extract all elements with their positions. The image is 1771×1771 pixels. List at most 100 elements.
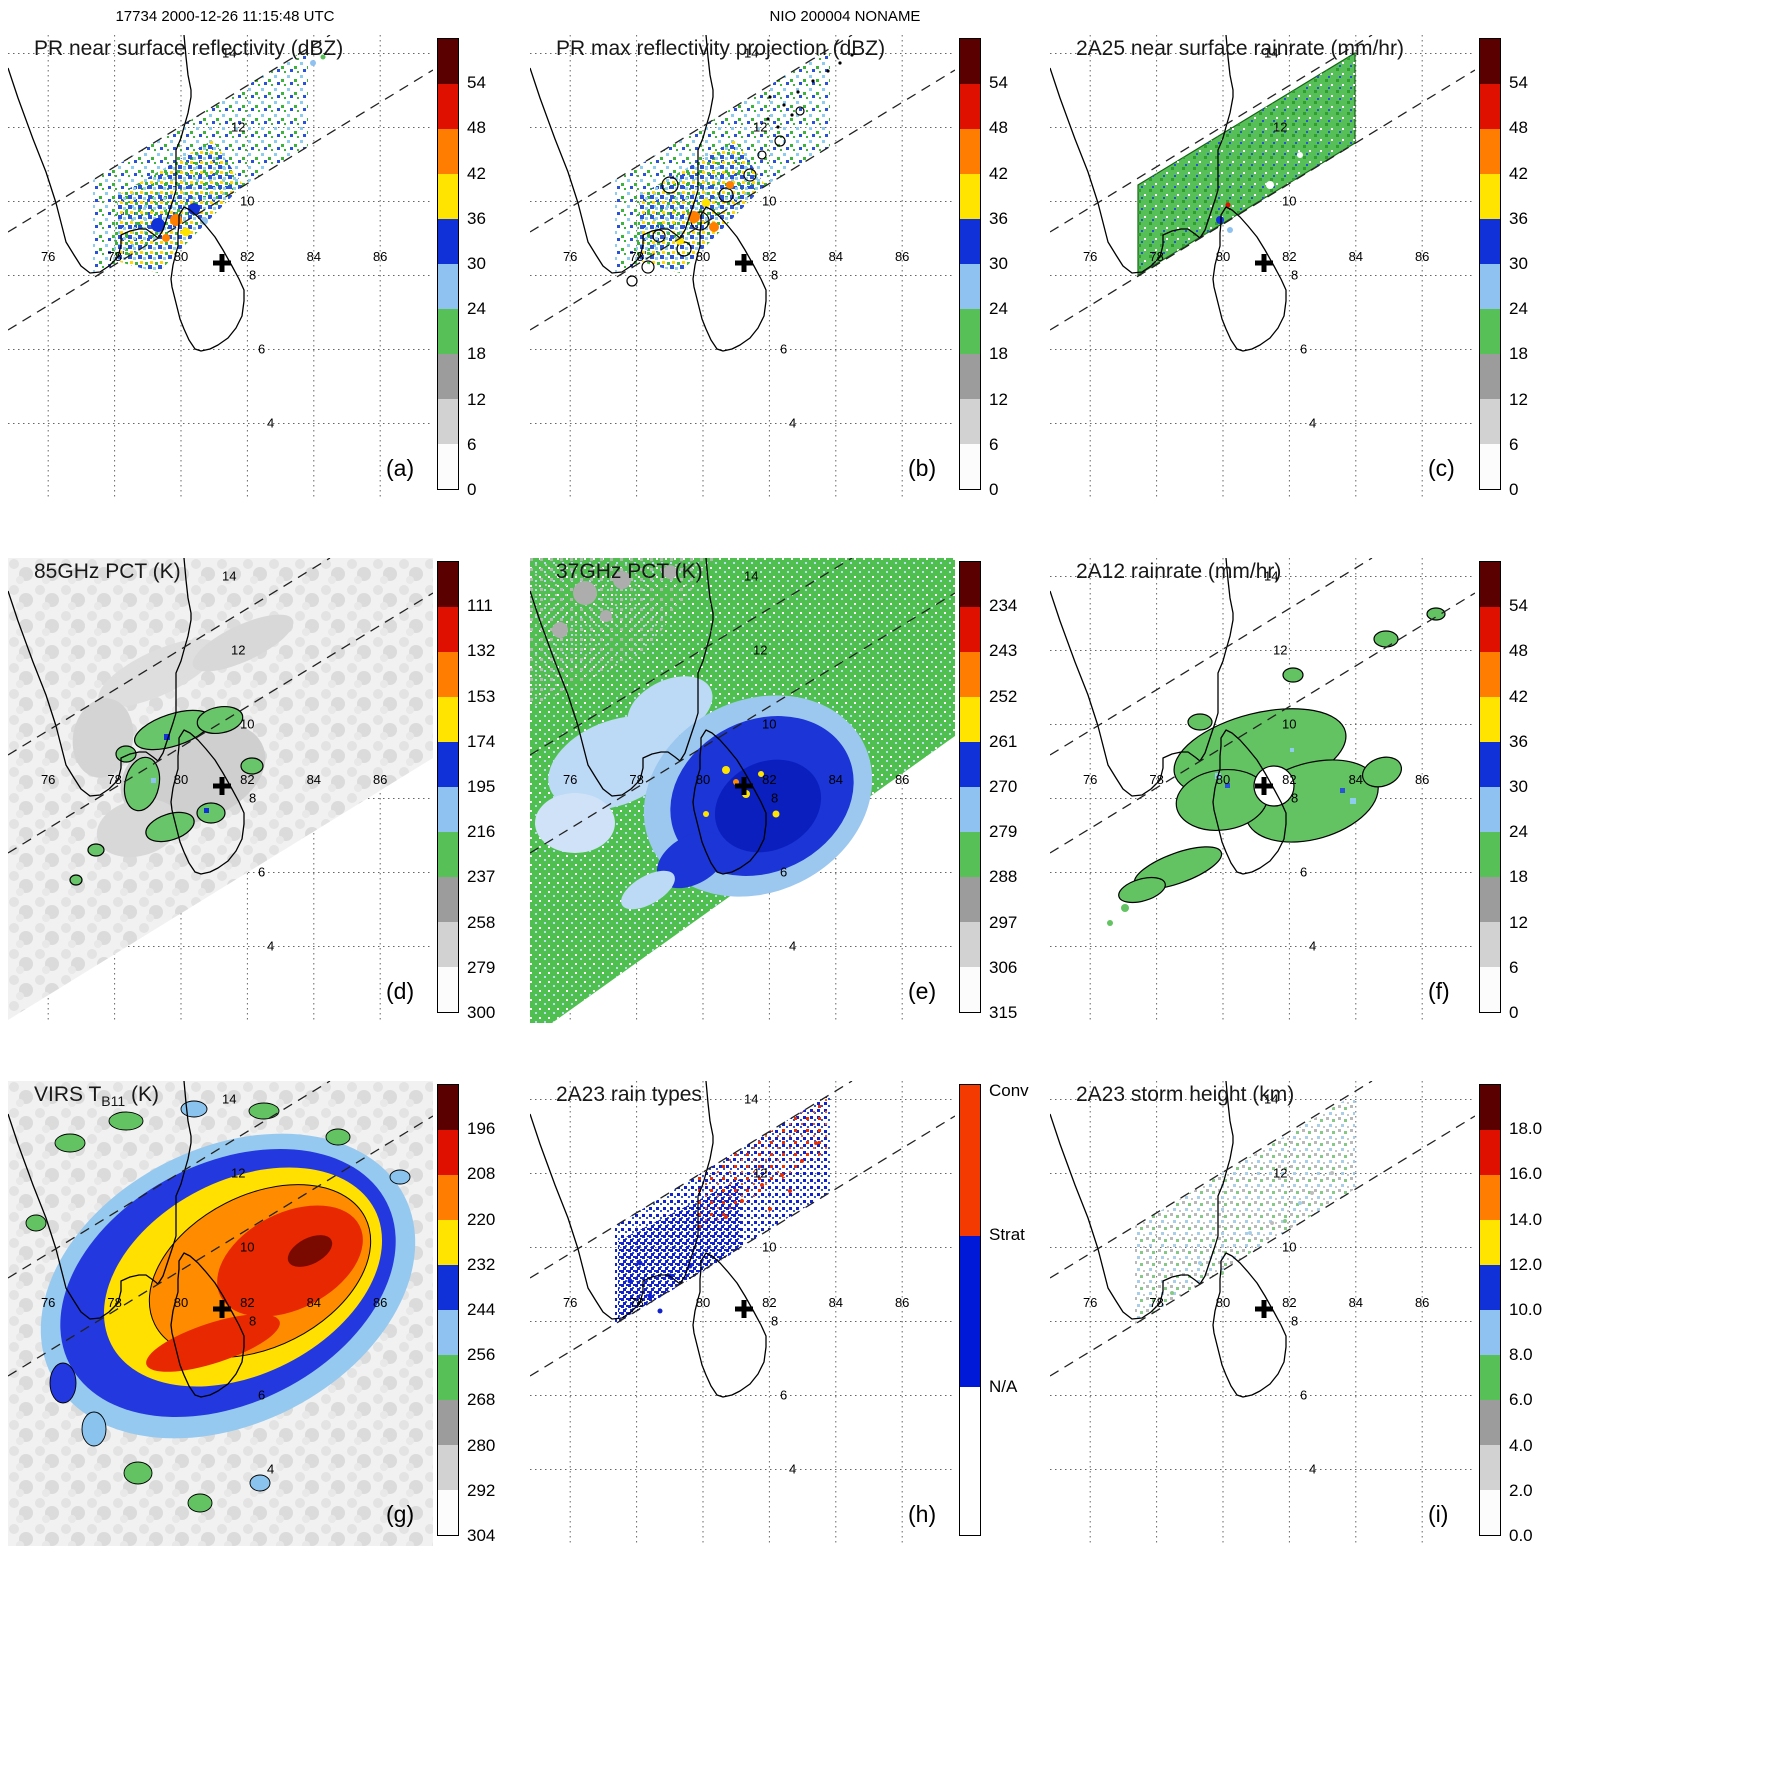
panel-d-letter: (d) bbox=[386, 978, 415, 1004]
svg-text:10: 10 bbox=[762, 194, 776, 209]
svg-text:8: 8 bbox=[771, 268, 778, 283]
colorbar-h-ticks: Conv Strat N/A bbox=[989, 1080, 1029, 1396]
colorbar-f-bar bbox=[1479, 561, 1501, 1013]
colorbar-h: Conv Strat N/A bbox=[959, 1080, 1039, 1536]
svg-text:80: 80 bbox=[696, 249, 710, 264]
panel-c-letter: (c) bbox=[1428, 455, 1455, 481]
svg-text:12: 12 bbox=[231, 120, 245, 135]
svg-text:8: 8 bbox=[249, 1314, 256, 1329]
svg-text:10: 10 bbox=[1282, 194, 1296, 209]
svg-text:84: 84 bbox=[829, 249, 843, 264]
svg-text:80: 80 bbox=[174, 1295, 188, 1310]
svg-text:80: 80 bbox=[696, 1295, 710, 1310]
svg-text:80: 80 bbox=[174, 772, 188, 787]
panel-a-title: PR near surface reflectivity (dBZ) bbox=[34, 37, 344, 60]
svg-text:8: 8 bbox=[1291, 1314, 1298, 1329]
rainrate-2a25-data bbox=[1137, 51, 1356, 277]
svg-text:14: 14 bbox=[1264, 46, 1278, 61]
svg-text:6: 6 bbox=[780, 342, 787, 357]
svg-text:78: 78 bbox=[107, 772, 121, 787]
svg-text:80: 80 bbox=[696, 772, 710, 787]
svg-text:80: 80 bbox=[1216, 249, 1230, 264]
panel-f-letter: (f) bbox=[1428, 978, 1450, 1004]
svg-text:86: 86 bbox=[1415, 1295, 1429, 1310]
svg-text:84: 84 bbox=[1349, 249, 1363, 264]
panel-a-letter: (a) bbox=[386, 455, 415, 481]
svg-text:76: 76 bbox=[1083, 772, 1097, 787]
storm-center-marker bbox=[735, 1300, 753, 1318]
svg-text:12: 12 bbox=[753, 1166, 767, 1181]
panel-i-title: 2A23 storm height (km) bbox=[1076, 1083, 1295, 1106]
svg-text:82: 82 bbox=[1282, 772, 1296, 787]
svg-text:78: 78 bbox=[629, 772, 643, 787]
svg-text:86: 86 bbox=[1415, 772, 1429, 787]
svg-text:82: 82 bbox=[240, 1295, 254, 1310]
svg-text:10: 10 bbox=[1282, 1240, 1296, 1255]
svg-text:12: 12 bbox=[1273, 1166, 1287, 1181]
colorbar-c: 54 48 42 36 30 24 18 12 6 0 bbox=[1479, 38, 1559, 499]
svg-text:6: 6 bbox=[258, 865, 265, 880]
colorbar-f: 54 48 42 36 30 24 18 12 6 0 bbox=[1479, 561, 1559, 1022]
svg-text:4: 4 bbox=[789, 1462, 796, 1477]
colorbar-b-ticks: 54 48 42 36 30 24 18 12 6 0 bbox=[989, 73, 1008, 499]
rain-type-data bbox=[615, 1094, 830, 1324]
svg-text:4: 4 bbox=[1309, 1462, 1316, 1477]
svg-text:12: 12 bbox=[231, 643, 245, 658]
svg-text:78: 78 bbox=[1149, 249, 1163, 264]
colorbar-e-bar bbox=[959, 561, 981, 1013]
svg-text:14: 14 bbox=[744, 1092, 758, 1107]
svg-text:82: 82 bbox=[762, 249, 776, 264]
svg-text:6: 6 bbox=[1300, 342, 1307, 357]
colorbar-h-bar bbox=[959, 1084, 981, 1536]
svg-text:10: 10 bbox=[762, 717, 776, 732]
panel-c: 76 78 80 82 84 86 14 12 10 8 6 4 2A25 near surface … bbox=[1050, 35, 1562, 557]
panel-i: 76 78 80 82 84 86 14 12 10 8 6 4 2A23 storm height … bbox=[1050, 1081, 1562, 1603]
colorbar-f-ticks: 54 48 42 36 30 24 18 12 6 0 bbox=[1509, 596, 1528, 1022]
colorbar-c-bar bbox=[1479, 38, 1501, 490]
svg-text:82: 82 bbox=[762, 772, 776, 787]
colorbar-g-ticks: 196 208 220 232 244 256 268 280 292 304 bbox=[467, 1119, 496, 1545]
colorbar-a-bar bbox=[437, 38, 459, 490]
svg-text:14: 14 bbox=[222, 1092, 236, 1107]
svg-text:12: 12 bbox=[231, 1166, 245, 1181]
svg-text:8: 8 bbox=[771, 791, 778, 806]
svg-text:4: 4 bbox=[789, 939, 796, 954]
svg-text:6: 6 bbox=[1300, 1388, 1307, 1403]
panel-a: 76 78 80 82 84 86 14 12 10 8 6 4 PR near surface re… bbox=[8, 35, 520, 557]
svg-text:76: 76 bbox=[41, 249, 55, 264]
svg-text:12: 12 bbox=[753, 643, 767, 658]
svg-text:76: 76 bbox=[563, 249, 577, 264]
svg-text:82: 82 bbox=[240, 249, 254, 264]
panel-g-title: VIRS TB11 (K) bbox=[34, 1083, 159, 1110]
svg-text:84: 84 bbox=[307, 1295, 321, 1310]
svg-text:84: 84 bbox=[1349, 772, 1363, 787]
svg-text:84: 84 bbox=[307, 772, 321, 787]
colorbar-e-ticks: 234 243 252 261 270 279 288 297 306 315 bbox=[989, 596, 1018, 1022]
panel-e-letter: (e) bbox=[908, 978, 937, 1004]
colorbar-g-bar bbox=[437, 1084, 459, 1536]
svg-text:8: 8 bbox=[249, 791, 256, 806]
svg-text:76: 76 bbox=[563, 1295, 577, 1310]
svg-text:82: 82 bbox=[1282, 249, 1296, 264]
storm-center-marker bbox=[1255, 1300, 1273, 1318]
svg-text:80: 80 bbox=[1216, 772, 1230, 787]
colorbar-g: 196 208 220 232 244 256 268 280 292 304 bbox=[437, 1084, 517, 1545]
svg-text:6: 6 bbox=[780, 865, 787, 880]
svg-text:14: 14 bbox=[222, 569, 236, 584]
svg-text:80: 80 bbox=[174, 249, 188, 264]
colorbar-d: 111 132 153 174 195 216 237 258 279 300 bbox=[437, 561, 517, 1022]
svg-text:8: 8 bbox=[249, 268, 256, 283]
svg-text:4: 4 bbox=[789, 416, 796, 431]
svg-text:14: 14 bbox=[1264, 1092, 1278, 1107]
